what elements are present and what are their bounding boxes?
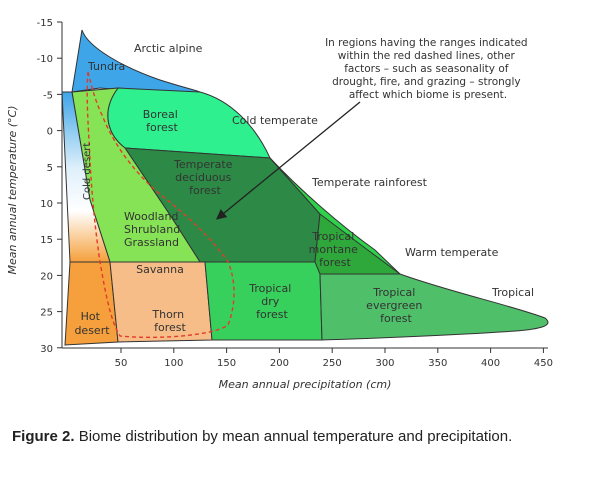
- label-temperate-rainforest: Temperate rainforest: [311, 176, 428, 189]
- label-tropical-montane: Tropical montane forest: [309, 230, 362, 269]
- caption-text: Biome distribution by mean annual temper…: [78, 428, 513, 445]
- label-tundra: Tundra: [87, 60, 125, 73]
- y-tick-label: 5: [47, 163, 53, 174]
- label-boreal-forest: Boreal forest: [143, 108, 182, 134]
- label-warm-temperate: Warm temperate: [405, 246, 499, 259]
- label-cold-temperate: Cold temperate: [232, 114, 318, 127]
- x-tick-label: 450: [534, 358, 553, 369]
- y-tick-label: 30: [40, 344, 53, 355]
- y-tick-label: -10: [37, 54, 53, 65]
- y-tick-label: 20: [40, 271, 53, 282]
- x-tick-label: 100: [164, 358, 183, 369]
- label-tropical-dry: Tropical dry forest: [248, 282, 295, 321]
- y-axis-ticks: -15 -10 -5 0 5 10 15 20 25 30: [37, 18, 62, 355]
- label-arctic-alpine: Arctic alpine: [134, 42, 203, 55]
- label-savanna: Savanna: [136, 263, 184, 276]
- label-tropical: Tropical: [491, 286, 534, 299]
- label-tropical-evergreen: Tropical evergreen forest: [366, 286, 426, 325]
- x-tick-label: 50: [115, 358, 128, 369]
- annotation-arrow: [215, 101, 361, 220]
- y-tick-label: 25: [40, 308, 53, 319]
- x-tick-label: 150: [217, 358, 236, 369]
- y-tick-label: 10: [40, 199, 53, 210]
- biome-diagram: -15 -10 -5 0 5 10 15 20 25 30 50 100 150 200 250 300 35…: [6, 18, 553, 391]
- label-hot-desert: Hot desert: [74, 310, 110, 337]
- label-temperate-deciduous: Temperate deciduous forest: [173, 158, 236, 197]
- x-tick-label: 250: [323, 358, 342, 369]
- y-axis-title: Mean annual temperature (°C): [6, 105, 19, 274]
- x-axis-ticks: 50 100 150 200 250 300 350 400 450: [115, 348, 553, 369]
- x-axis-title: Mean annual precipitation (cm): [219, 378, 392, 391]
- x-tick-label: 300: [375, 358, 394, 369]
- y-tick-label: 0: [47, 127, 53, 138]
- x-tick-label: 350: [428, 358, 447, 369]
- label-cold-desert: Cold desert: [82, 143, 93, 200]
- x-tick-label: 200: [270, 358, 289, 369]
- label-woodland: Woodland Shrubland Grassland: [124, 210, 184, 249]
- label-thorn-forest: Thorn forest: [151, 308, 187, 334]
- region-tropical-evergreen: [319, 273, 549, 341]
- red-dashed-boundary: [86, 71, 235, 339]
- y-tick-label: -15: [37, 18, 53, 29]
- y-tick-label: -5: [43, 90, 53, 101]
- y-tick-label: 15: [40, 235, 53, 246]
- figure-caption: Figure 2. Biome distribution by mean ann…: [12, 428, 602, 445]
- x-tick-label: 400: [481, 358, 500, 369]
- annotation-text: In regions having the ranges indicated w…: [325, 37, 531, 101]
- caption-label: Figure 2.: [12, 428, 75, 445]
